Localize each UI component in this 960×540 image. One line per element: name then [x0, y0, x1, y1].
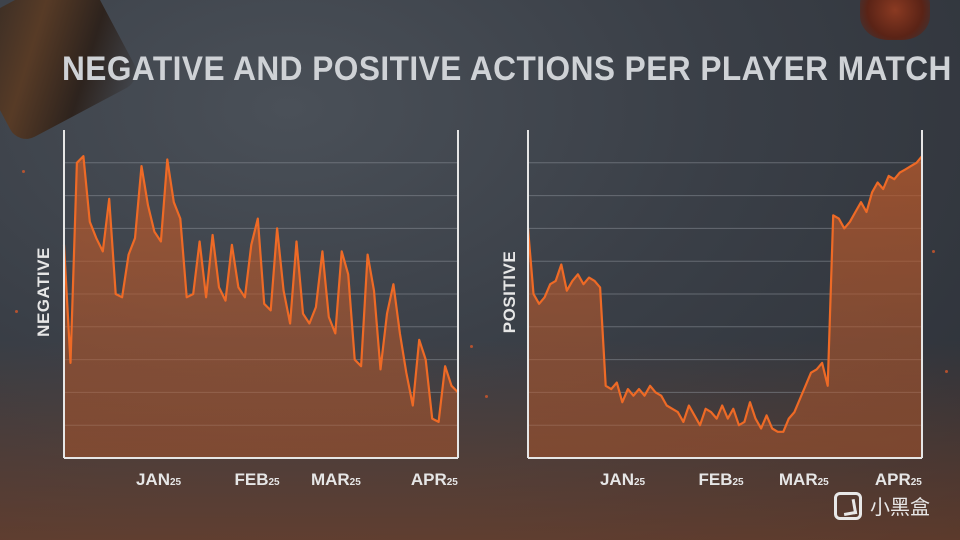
positive-chart-panel: POSITIVE JAN25 FEB25 MAR25 APR25 — [500, 130, 923, 489]
watermark-text: 小黑盒 — [870, 495, 930, 519]
ember — [22, 170, 25, 173]
page-title: NEGATIVE AND POSITIVE ACTIONS PER PLAYER… — [62, 50, 952, 88]
x-tick-label: APR25 — [410, 470, 458, 489]
ember — [932, 250, 935, 253]
x-tick-label: MAR25 — [310, 470, 361, 489]
ember — [945, 370, 948, 373]
chart-plot-0 — [62, 130, 459, 459]
series-area — [64, 156, 458, 458]
ember — [15, 310, 18, 313]
series-area — [528, 156, 922, 458]
decorative-debris-top-right — [860, 0, 930, 40]
x-tick-label: FEB25 — [234, 470, 280, 489]
ember — [485, 395, 488, 398]
y-axis-label: NEGATIVE — [34, 247, 53, 337]
box-logo-icon — [834, 491, 862, 520]
y-axis-label: POSITIVE — [500, 250, 519, 334]
x-tick-label: FEB25 — [698, 470, 744, 489]
x-tick-label: APR25 — [874, 470, 922, 489]
watermark-logo: 小黑盒 — [834, 491, 930, 520]
x-tick-label: JAN25 — [135, 470, 182, 489]
series-line — [526, 155, 923, 433]
negative-chart-panel: NEGATIVE JAN25 FEB25 MAR25 APR25 — [34, 130, 459, 489]
ember — [470, 345, 473, 348]
chart-plot-1 — [526, 130, 923, 459]
x-tick-label: JAN25 — [599, 470, 646, 489]
x-tick-label: MAR25 — [778, 470, 829, 489]
series-line — [62, 155, 459, 423]
